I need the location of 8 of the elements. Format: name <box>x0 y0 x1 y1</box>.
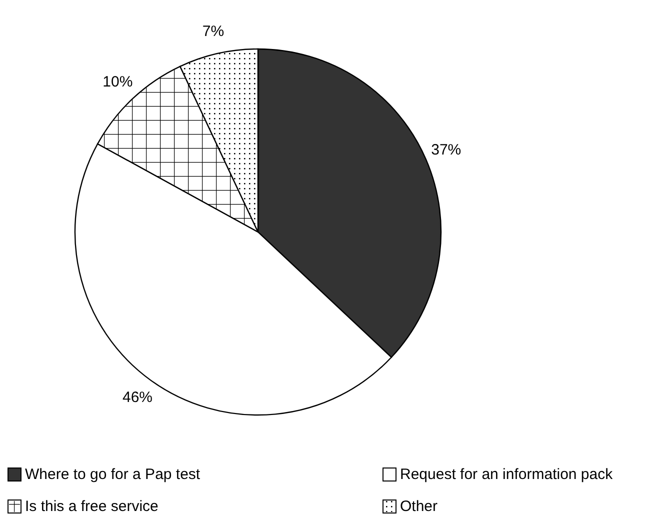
data-label: 37% <box>431 142 462 159</box>
data-label: 7% <box>202 22 224 40</box>
legend-label: Where to go for a Pap test <box>25 466 201 483</box>
data-label: 46% <box>122 388 153 406</box>
legend-label: Other <box>400 498 438 515</box>
data-label: 10% <box>102 74 133 91</box>
legend-label: Is this a free service <box>25 498 158 515</box>
legend-label: Request for an information pack <box>400 466 614 483</box>
